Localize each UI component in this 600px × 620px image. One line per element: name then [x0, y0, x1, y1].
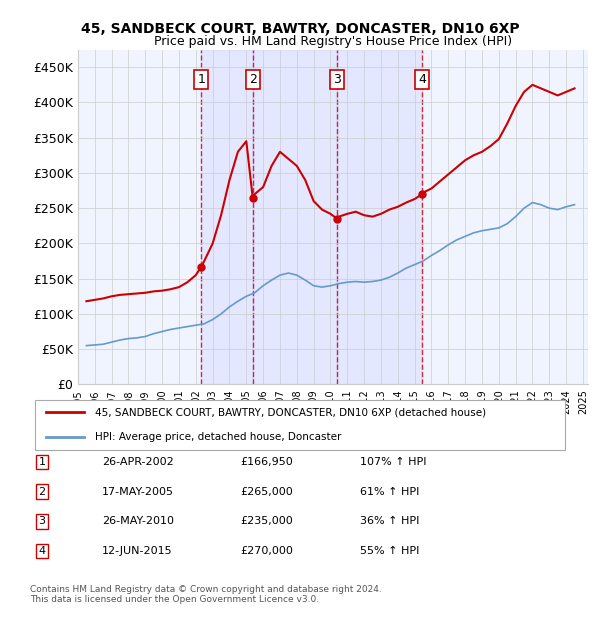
Text: HPI: Average price, detached house, Doncaster: HPI: Average price, detached house, Donc…: [95, 432, 341, 442]
Text: 3: 3: [38, 516, 46, 526]
Text: 2: 2: [249, 73, 257, 86]
Text: 61% ↑ HPI: 61% ↑ HPI: [360, 487, 419, 497]
Text: 4: 4: [38, 546, 46, 556]
Bar: [337, 50, 422, 384]
Text: 26-MAY-2010: 26-MAY-2010: [102, 516, 174, 526]
Bar: [253, 50, 337, 384]
Text: 2: 2: [38, 487, 46, 497]
Text: £166,950: £166,950: [240, 457, 293, 467]
Text: 12-JUN-2015: 12-JUN-2015: [102, 546, 173, 556]
Text: 3: 3: [333, 73, 341, 86]
Text: Contains HM Land Registry data © Crown copyright and database right 2024.
This d: Contains HM Land Registry data © Crown c…: [30, 585, 382, 604]
Text: £270,000: £270,000: [240, 546, 293, 556]
Text: 26-APR-2002: 26-APR-2002: [102, 457, 174, 467]
FancyBboxPatch shape: [35, 400, 565, 450]
Text: 55% ↑ HPI: 55% ↑ HPI: [360, 546, 419, 556]
Text: HPI: Average price, detached house, Doncaster: HPI: Average price, detached house, Donc…: [95, 432, 341, 442]
Text: 45, SANDBECK COURT, BAWTRY, DONCASTER, DN10 6XP (detached house): 45, SANDBECK COURT, BAWTRY, DONCASTER, D…: [95, 407, 486, 417]
Text: 45, SANDBECK COURT, BAWTRY, DONCASTER, DN10 6XP: 45, SANDBECK COURT, BAWTRY, DONCASTER, D…: [80, 22, 520, 36]
Text: £265,000: £265,000: [240, 487, 293, 497]
Bar: [201, 50, 253, 384]
Text: £235,000: £235,000: [240, 516, 293, 526]
Title: Price paid vs. HM Land Registry's House Price Index (HPI): Price paid vs. HM Land Registry's House …: [154, 35, 512, 48]
Text: 1: 1: [38, 457, 46, 467]
Text: 36% ↑ HPI: 36% ↑ HPI: [360, 516, 419, 526]
Text: 45, SANDBECK COURT, BAWTRY, DONCASTER, DN10 6XP (detached house): 45, SANDBECK COURT, BAWTRY, DONCASTER, D…: [95, 407, 486, 417]
Text: 4: 4: [418, 73, 426, 86]
Text: 1: 1: [197, 73, 205, 86]
Text: 107% ↑ HPI: 107% ↑ HPI: [360, 457, 427, 467]
Text: 17-MAY-2005: 17-MAY-2005: [102, 487, 174, 497]
